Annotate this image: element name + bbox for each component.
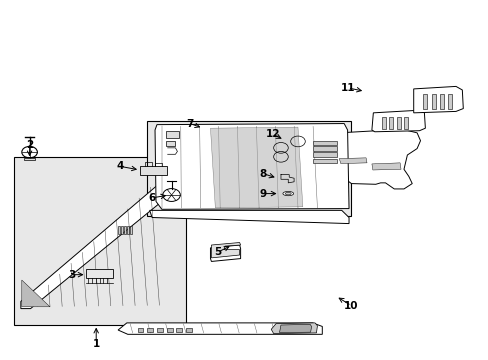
- Text: 3: 3: [68, 270, 75, 280]
- Bar: [312, 141, 336, 145]
- Bar: [140, 166, 166, 175]
- Polygon shape: [155, 123, 348, 209]
- Text: 5: 5: [214, 247, 221, 257]
- Bar: [24, 158, 35, 160]
- Bar: [396, 117, 400, 129]
- Bar: [121, 226, 122, 234]
- Text: 4: 4: [117, 161, 124, 171]
- Bar: [388, 117, 392, 129]
- Text: 2: 2: [26, 140, 33, 150]
- Bar: [137, 328, 143, 332]
- Polygon shape: [339, 158, 366, 163]
- Polygon shape: [211, 243, 240, 258]
- Bar: [447, 94, 451, 109]
- Bar: [312, 153, 336, 157]
- Bar: [431, 94, 435, 109]
- Polygon shape: [149, 210, 348, 224]
- Bar: [381, 117, 385, 129]
- Polygon shape: [118, 323, 322, 334]
- Bar: [312, 147, 336, 151]
- Polygon shape: [371, 111, 425, 132]
- Bar: [165, 141, 175, 146]
- Bar: [166, 328, 172, 332]
- Polygon shape: [210, 127, 302, 208]
- Text: 8: 8: [259, 168, 266, 179]
- Bar: [439, 94, 443, 109]
- Bar: [157, 328, 163, 332]
- Bar: [423, 94, 427, 109]
- Text: 9: 9: [259, 189, 266, 199]
- Polygon shape: [21, 171, 183, 309]
- Polygon shape: [14, 157, 186, 325]
- Text: 11: 11: [340, 83, 354, 93]
- Bar: [147, 328, 153, 332]
- Text: 7: 7: [186, 118, 193, 129]
- Bar: [176, 328, 182, 332]
- Polygon shape: [271, 323, 317, 334]
- Text: 1: 1: [92, 339, 100, 348]
- Bar: [403, 117, 407, 129]
- Bar: [312, 158, 336, 163]
- Polygon shape: [279, 324, 311, 333]
- Bar: [186, 328, 192, 332]
- Bar: [126, 226, 128, 234]
- Polygon shape: [22, 280, 50, 307]
- Text: 12: 12: [265, 129, 279, 139]
- Polygon shape: [258, 129, 420, 189]
- Text: 6: 6: [148, 193, 155, 203]
- Bar: [86, 269, 113, 278]
- Ellipse shape: [285, 192, 290, 195]
- Polygon shape: [147, 121, 351, 216]
- Polygon shape: [210, 245, 240, 261]
- Bar: [118, 226, 120, 234]
- Bar: [165, 131, 179, 138]
- Polygon shape: [413, 86, 462, 113]
- Text: 10: 10: [344, 301, 358, 311]
- Polygon shape: [371, 163, 400, 170]
- Ellipse shape: [283, 192, 293, 196]
- Bar: [129, 226, 131, 234]
- Bar: [123, 226, 125, 234]
